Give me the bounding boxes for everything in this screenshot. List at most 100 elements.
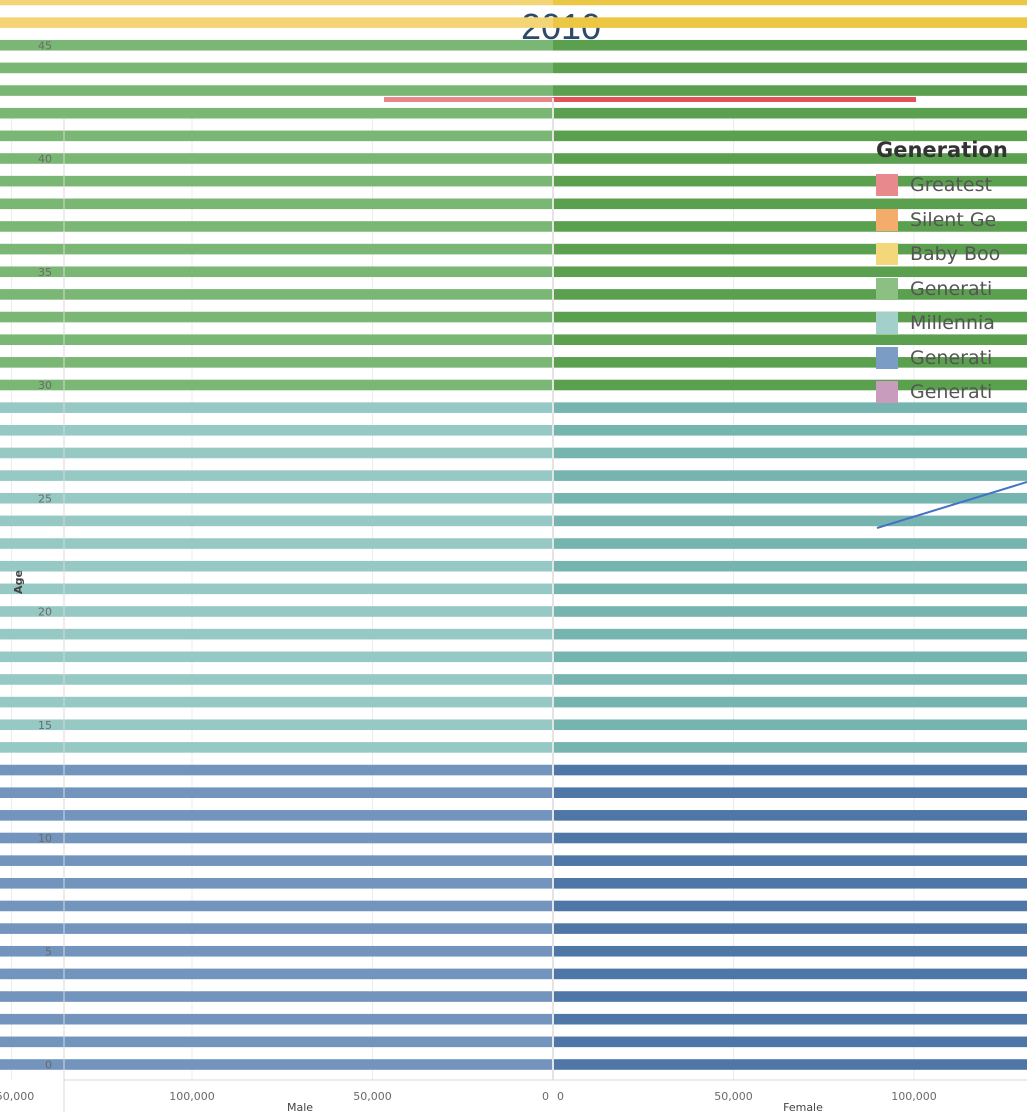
bar-male-age-27 bbox=[0, 447, 553, 459]
legend-label: Baby Boo bbox=[910, 243, 1001, 266]
annotation-line bbox=[876, 481, 1027, 529]
legend-item: Greatest bbox=[876, 168, 1008, 203]
bar-female-age-9 bbox=[553, 855, 1027, 866]
bar-female-age-39 bbox=[553, 175, 1027, 187]
legend-label: Generati bbox=[910, 277, 993, 300]
bar-female-age-27 bbox=[553, 447, 1027, 459]
bar-male-age-25 bbox=[0, 492, 553, 504]
legend-items: Greatest Silent Ge Baby Boo Generati Millenn… bbox=[876, 168, 1008, 410]
bar-female-age-4 bbox=[553, 968, 1027, 980]
bar-female-age-33 bbox=[553, 311, 1027, 323]
bar-female-age-3 bbox=[553, 991, 1027, 1002]
bar-female-age-22 bbox=[553, 560, 1027, 572]
bar-female-age-34 bbox=[553, 289, 1027, 300]
legend-swatch bbox=[876, 381, 898, 404]
bar-male-age-14 bbox=[0, 742, 554, 753]
x-tick-label: 50,000 bbox=[714, 1090, 753, 1103]
bar-male-age-47 bbox=[0, 0, 554, 6]
y-tick-label: 30 bbox=[38, 379, 52, 392]
bar-female-age-12 bbox=[553, 787, 1027, 798]
bar-male-age-35 bbox=[0, 266, 553, 278]
bar-female-age-10 bbox=[553, 832, 1027, 844]
bar-female-age-6 bbox=[553, 923, 1027, 934]
bar-male-age-34 bbox=[0, 289, 553, 300]
bar-female-age-13 bbox=[553, 764, 1027, 776]
top-strip-female bbox=[553, 97, 916, 102]
bar-male-age-15 bbox=[0, 719, 554, 731]
x-axis-title-female: Female bbox=[783, 1101, 823, 1112]
legend-label: Generati bbox=[910, 381, 993, 404]
legend-item: Baby Boo bbox=[876, 237, 1008, 272]
bar-female-age-38 bbox=[553, 198, 1027, 210]
bar-female-age-29 bbox=[553, 402, 1027, 413]
legend-swatch bbox=[876, 174, 898, 197]
bar-female-age-40 bbox=[553, 153, 1027, 164]
bar-male-age-0 bbox=[0, 1059, 554, 1070]
bar-male-age-40 bbox=[0, 153, 553, 164]
y-tick-label: 35 bbox=[38, 266, 52, 279]
x-tick-label: 150,000 bbox=[0, 1090, 34, 1103]
bar-female-age-5 bbox=[553, 945, 1027, 957]
bar-male-age-31 bbox=[0, 357, 554, 368]
top-strip-male bbox=[384, 97, 553, 102]
bar-male-age-13 bbox=[0, 764, 553, 776]
bar-male-age-23 bbox=[0, 538, 553, 549]
legend-label: Generati bbox=[910, 346, 993, 369]
bar-female-age-32 bbox=[553, 334, 1027, 345]
bar-female-age-45 bbox=[553, 39, 1027, 51]
bar-female-age-24 bbox=[553, 515, 1027, 527]
bar-male-age-24 bbox=[0, 515, 553, 527]
bar-male-age-33 bbox=[0, 311, 553, 323]
bar-female-age-31 bbox=[553, 357, 1027, 368]
bar-male-age-22 bbox=[0, 560, 553, 572]
bar-male-age-26 bbox=[0, 470, 554, 481]
legend-item: Millennia bbox=[876, 306, 1008, 341]
bar-male-age-43 bbox=[0, 85, 553, 96]
y-axis-title: Age bbox=[12, 570, 25, 594]
bar-male-age-29 bbox=[0, 402, 553, 413]
bar-male-age-3 bbox=[0, 991, 554, 1002]
y-tick-label: 0 bbox=[45, 1059, 52, 1072]
bar-male-age-16 bbox=[0, 696, 553, 708]
bar-female-age-35 bbox=[553, 266, 1027, 278]
bar-female-age-16 bbox=[553, 696, 1027, 708]
bar-male-age-32 bbox=[0, 334, 554, 345]
x-tick-label: 0 bbox=[542, 1090, 549, 1103]
bar-female-age-1 bbox=[553, 1036, 1027, 1048]
legend: Generation Greatest Silent Ge Baby Boo Gene… bbox=[876, 138, 1008, 410]
bar-female-age-46 bbox=[553, 17, 1027, 28]
bar-female-age-17 bbox=[553, 674, 1027, 685]
bar-female-age-2 bbox=[553, 1013, 1027, 1025]
legend-label: Greatest bbox=[910, 174, 992, 197]
legend-title: Generation bbox=[876, 138, 1008, 162]
bar-female-age-14 bbox=[553, 742, 1027, 753]
bar-female-age-36 bbox=[553, 243, 1027, 255]
y-tick-label: 15 bbox=[38, 719, 52, 732]
bar-male-age-11 bbox=[0, 810, 554, 821]
bar-male-age-19 bbox=[0, 628, 553, 640]
bar-male-age-38 bbox=[0, 198, 554, 210]
bar-female-age-26 bbox=[553, 470, 1027, 481]
bar-female-age-8 bbox=[553, 878, 1027, 889]
bar-male-age-18 bbox=[0, 651, 553, 663]
bar-female-age-0 bbox=[553, 1059, 1027, 1070]
bar-female-age-44 bbox=[553, 62, 1027, 74]
bar-female-age-41 bbox=[553, 130, 1027, 142]
bar-male-age-8 bbox=[0, 878, 553, 889]
bar-female-age-43 bbox=[553, 85, 1027, 96]
bar-female-age-19 bbox=[553, 628, 1027, 640]
bar-female-age-42 bbox=[553, 107, 1027, 119]
bar-male-age-28 bbox=[0, 425, 554, 436]
bar-female-age-37 bbox=[553, 221, 1027, 232]
y-tick-label: 25 bbox=[38, 492, 52, 505]
y-tick-label: 10 bbox=[38, 832, 52, 845]
legend-item: Generati bbox=[876, 272, 1008, 307]
bar-male-age-2 bbox=[0, 1013, 553, 1025]
bar-male-age-37 bbox=[0, 221, 553, 232]
bar-male-age-21 bbox=[0, 583, 554, 595]
y-tick-label: 40 bbox=[38, 153, 52, 166]
bar-male-age-9 bbox=[0, 855, 554, 866]
x-tick-label: 0 bbox=[557, 1090, 564, 1103]
